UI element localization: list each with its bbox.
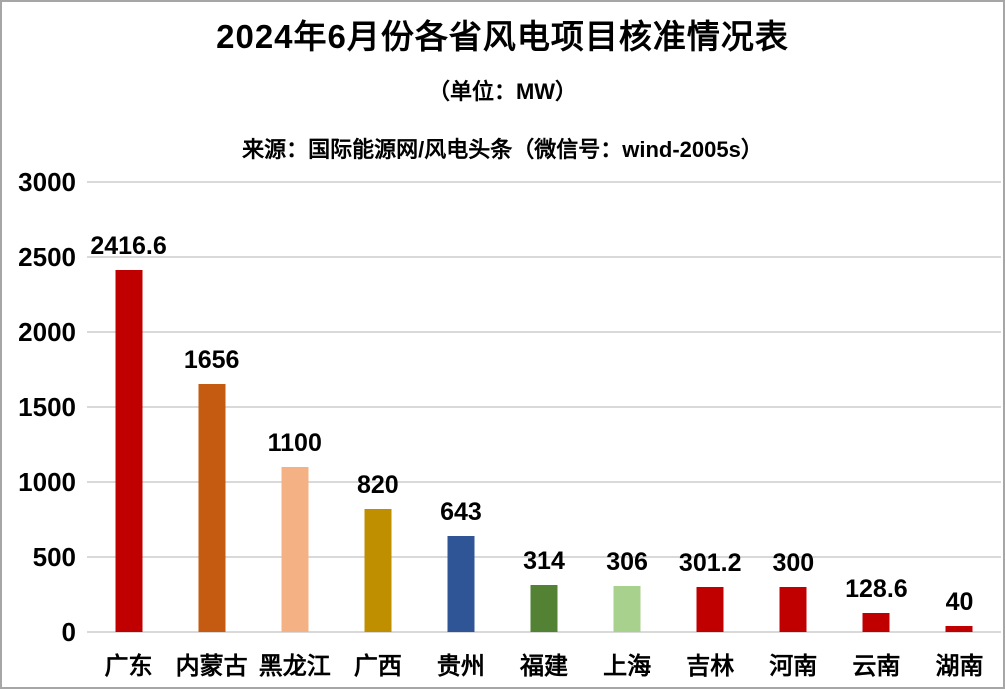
chart-source-label: 来源：国际能源网/风电头条（微信号：wind-2005s）: [242, 137, 763, 162]
gridline: [87, 181, 1001, 183]
bar-云南: [862, 612, 890, 632]
bar-value-label: 643: [440, 497, 482, 526]
gridline: [87, 631, 1001, 633]
bar-吉林: [696, 586, 724, 632]
gridline: [87, 256, 1001, 258]
x-axis-label: 福建: [520, 653, 569, 680]
x-axis-label: 上海: [603, 653, 652, 680]
plot-area: 2416.6 广东 1656 内蒙古 1100 黑龙江 820 广西 643 贵州 314 福建 306…: [87, 181, 1001, 680]
y-axis-tick-label: 1500: [18, 392, 76, 422]
bar-group: 306 上海: [586, 182, 669, 680]
bar-group: 301.2 吉林: [669, 182, 752, 680]
gridline: [87, 481, 1001, 483]
bar-group: 1656 内蒙古: [170, 182, 253, 680]
gridline: [87, 406, 1001, 408]
bar-value-label: 300: [772, 549, 815, 577]
bar-value-label: 128.6: [845, 574, 908, 603]
x-axis-label: 广西: [353, 653, 402, 680]
bar-湖南: [945, 626, 973, 632]
bar-上海: [613, 586, 641, 632]
bar-value-label: 40: [945, 588, 974, 616]
bar-group: 1100 黑龙江: [253, 182, 336, 680]
y-axis-tick-label: 2500: [18, 242, 76, 272]
x-axis-label: 河南: [769, 653, 818, 680]
x-axis-label: 广东: [104, 653, 153, 680]
bar-value-label: 306: [606, 548, 648, 577]
bar-value-label: 2416.6: [90, 231, 167, 260]
y-axis-tick-label: 2000: [18, 317, 76, 347]
gridline: [87, 556, 1001, 558]
gridline: [87, 331, 1001, 333]
x-axis-label: 贵州: [436, 653, 485, 680]
x-axis-label: 吉林: [686, 653, 735, 680]
bar-广西: [364, 509, 392, 632]
bar-group: 300 河南: [752, 182, 835, 680]
x-axis-label: 内蒙古: [175, 653, 248, 680]
bar-columns: 2416.6 广东 1656 内蒙古 1100 黑龙江 820 广西 643 贵州 314 福建 306…: [87, 182, 1001, 680]
bar-value-label: 301.2: [678, 548, 742, 577]
x-axis-label: 黑龙江: [258, 653, 331, 680]
bar-广东: [115, 269, 143, 632]
bar-value-label: 1656: [183, 345, 240, 374]
bar-福建: [530, 584, 558, 632]
bar-贵州: [447, 535, 475, 632]
y-axis-tick-label: 3000: [18, 167, 76, 197]
x-axis-label: 云南: [852, 653, 901, 680]
chart-title: 2024年6月份各省风电项目核准情况表: [216, 18, 789, 55]
bar-value-label: 1100: [267, 429, 322, 457]
bar-value-label: 820: [356, 471, 399, 499]
bar-value-label: 314: [523, 546, 565, 575]
bar-group: 643 贵州: [419, 182, 502, 680]
chart-unit-label: （单位：MW）: [427, 79, 578, 104]
y-axis-tick-label: 1000: [18, 467, 76, 497]
bar-group: 40 湖南: [918, 182, 1001, 680]
x-axis-label: 湖南: [935, 653, 984, 680]
bar-内蒙古: [198, 383, 226, 632]
bar-group: 2416.6 广东: [87, 182, 170, 680]
bar-group: 820 广西: [336, 182, 419, 680]
bar-group: 314 福建: [502, 182, 585, 680]
bar-河南: [779, 587, 807, 632]
y-axis-tick-label: 0: [61, 617, 76, 647]
y-axis-tick-label: 500: [32, 542, 76, 572]
bar-黑龙江: [281, 467, 309, 632]
bar-group: 128.6 云南: [835, 182, 918, 680]
